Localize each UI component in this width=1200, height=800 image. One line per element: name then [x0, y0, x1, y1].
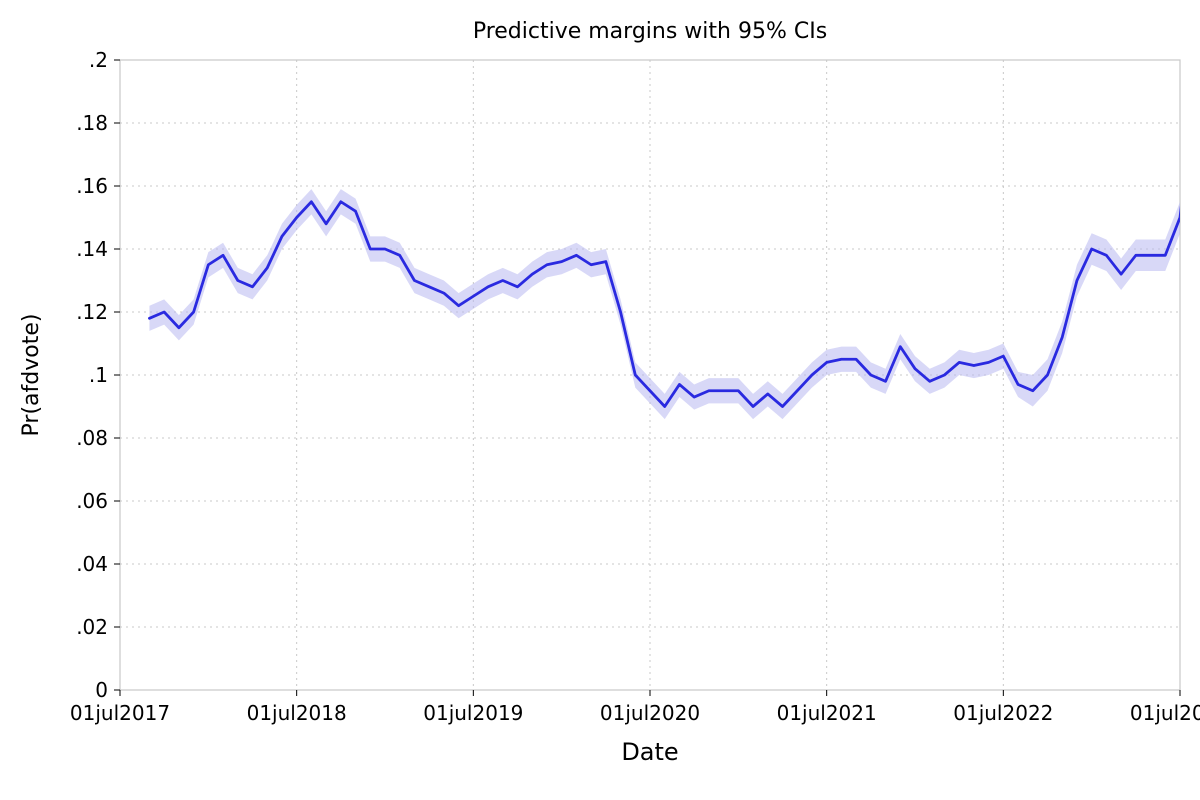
- x-tick-label: 01jul2021: [777, 701, 877, 725]
- x-axis-label: Date: [621, 738, 678, 766]
- y-tick-label: .04: [76, 552, 108, 576]
- y-tick-label: .12: [76, 300, 108, 324]
- x-tick-label: 01jul2020: [600, 701, 700, 725]
- chart-svg: 0 .02 .04 .06 .08 .1 .12 .14 .16 .18 .2 01jul2017 01…: [0, 0, 1200, 800]
- y-tick-label: .18: [76, 111, 108, 135]
- x-tick-label: 01jul2018: [247, 701, 347, 725]
- y-tick-label: .02: [76, 615, 108, 639]
- x-tick-label: 01jul2022: [953, 701, 1053, 725]
- chart-container: 0 .02 .04 .06 .08 .1 .12 .14 .16 .18 .2 01jul2017 01…: [0, 0, 1200, 800]
- y-tick-label: .16: [76, 174, 108, 198]
- x-tick-label: 01jul2023: [1130, 701, 1200, 725]
- y-tick-label: .08: [76, 426, 108, 450]
- y-axis-label: Pr(afdvote): [19, 314, 44, 437]
- chart-bg: [0, 0, 1200, 800]
- x-tick-label: 01jul2017: [70, 701, 170, 725]
- x-tick-label: 01jul2019: [423, 701, 523, 725]
- y-tick-label: .1: [89, 363, 108, 387]
- y-tick-label: .2: [89, 48, 108, 72]
- y-tick-label: .06: [76, 489, 108, 513]
- y-tick-label: 0: [95, 678, 108, 702]
- y-tick-label: .14: [76, 237, 108, 261]
- chart-title: Predictive margins with 95% CIs: [473, 19, 827, 44]
